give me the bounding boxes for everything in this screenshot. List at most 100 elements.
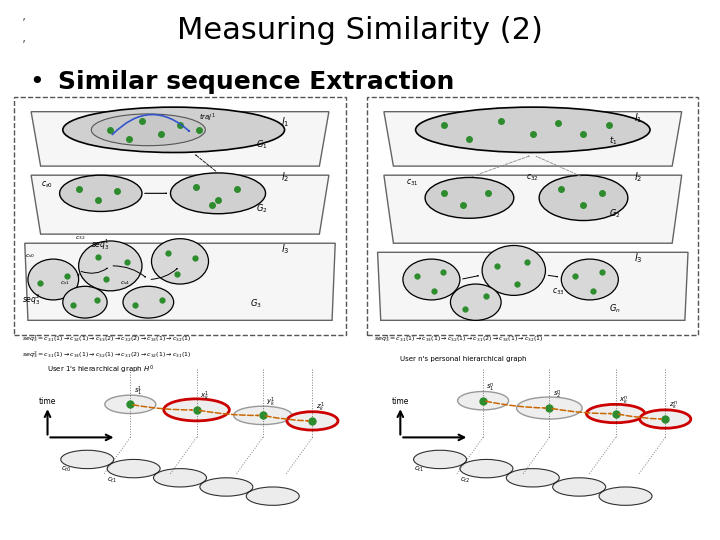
Text: $seq_3^1 = c_{31}(1) \to c_{32}(1) \to c_{33}(2) \to c_{32}(2) \to c_{33}(1) \to: $seq_3^1 = c_{31}(1) \to c_{32}(1) \to c… bbox=[22, 334, 192, 345]
Ellipse shape bbox=[506, 469, 559, 487]
Text: time: time bbox=[392, 397, 409, 407]
Text: Similar sequence Extraction: Similar sequence Extraction bbox=[58, 70, 454, 94]
Text: Measuring Similarity (2): Measuring Similarity (2) bbox=[177, 16, 543, 45]
FancyArrowPatch shape bbox=[151, 268, 177, 279]
Text: $c_{s4}$: $c_{s4}$ bbox=[120, 279, 130, 287]
Ellipse shape bbox=[123, 286, 174, 318]
Ellipse shape bbox=[163, 399, 230, 421]
Text: $l_1$: $l_1$ bbox=[634, 111, 642, 125]
Ellipse shape bbox=[451, 284, 501, 320]
Text: $t_1$: $t_1$ bbox=[609, 134, 617, 147]
Text: $c_{t0}$: $c_{t0}$ bbox=[60, 464, 71, 474]
Ellipse shape bbox=[458, 392, 508, 410]
FancyArrowPatch shape bbox=[199, 410, 258, 416]
Text: $z_k^n$: $z_k^n$ bbox=[669, 400, 678, 412]
FancyArrowPatch shape bbox=[113, 266, 145, 277]
Text: ’: ’ bbox=[22, 38, 26, 51]
Text: $G_n$: $G_n$ bbox=[609, 302, 621, 315]
Text: $c_{t1}$: $c_{t1}$ bbox=[107, 475, 117, 485]
Text: $s_1^1$: $s_1^1$ bbox=[134, 384, 143, 398]
Ellipse shape bbox=[562, 259, 618, 300]
FancyArrowPatch shape bbox=[266, 416, 308, 421]
Text: $c_{31}$: $c_{31}$ bbox=[406, 177, 418, 188]
Polygon shape bbox=[24, 243, 336, 320]
Ellipse shape bbox=[553, 478, 606, 496]
FancyArrowPatch shape bbox=[196, 155, 216, 171]
Text: $c_{s1}$: $c_{s1}$ bbox=[60, 279, 70, 287]
Text: ’: ’ bbox=[22, 16, 26, 29]
FancyArrowPatch shape bbox=[112, 114, 189, 134]
Ellipse shape bbox=[415, 107, 650, 152]
Ellipse shape bbox=[60, 175, 142, 212]
Text: $l_2$: $l_2$ bbox=[282, 170, 289, 184]
Text: $y_k^1$: $y_k^1$ bbox=[266, 396, 276, 409]
Text: $l_3$: $l_3$ bbox=[282, 242, 290, 256]
Text: $x_k^n$: $x_k^n$ bbox=[619, 395, 629, 407]
Text: $s_2^n$: $s_2^n$ bbox=[553, 389, 562, 401]
FancyArrowPatch shape bbox=[81, 268, 107, 273]
Text: $seq_3^2$: $seq_3^2$ bbox=[22, 292, 40, 307]
Ellipse shape bbox=[153, 469, 207, 487]
Text: $s_1^n$: $s_1^n$ bbox=[487, 382, 495, 394]
Text: $G_3$: $G_3$ bbox=[250, 298, 261, 310]
Ellipse shape bbox=[63, 107, 284, 152]
Text: •: • bbox=[29, 70, 43, 94]
FancyArrowPatch shape bbox=[536, 156, 581, 177]
Text: $l_1$: $l_1$ bbox=[282, 115, 289, 129]
Ellipse shape bbox=[151, 239, 209, 284]
FancyArrowPatch shape bbox=[548, 275, 557, 277]
Polygon shape bbox=[31, 175, 329, 234]
Ellipse shape bbox=[403, 259, 460, 300]
Ellipse shape bbox=[640, 410, 690, 428]
Text: $z_k^1$: $z_k^1$ bbox=[316, 401, 325, 414]
Ellipse shape bbox=[28, 259, 78, 300]
Ellipse shape bbox=[482, 246, 546, 295]
Polygon shape bbox=[384, 112, 682, 166]
Text: $c_{33}$: $c_{33}$ bbox=[552, 286, 564, 296]
Text: $seq_3^2 = c_{31}(1) \to c_{33}(1) \to c_{32}(1) \to c_{31}(2) \to c_{32}(1) \to: $seq_3^2 = c_{31}(1) \to c_{33}(1) \to c… bbox=[22, 349, 192, 360]
Text: $l_2$: $l_2$ bbox=[634, 170, 642, 184]
Ellipse shape bbox=[287, 411, 338, 430]
Ellipse shape bbox=[105, 395, 156, 414]
Text: $l_3$: $l_3$ bbox=[634, 251, 643, 265]
FancyBboxPatch shape bbox=[367, 97, 698, 335]
Text: $c_{t2}$: $c_{t2}$ bbox=[460, 475, 470, 485]
FancyArrowPatch shape bbox=[618, 414, 661, 419]
Ellipse shape bbox=[539, 175, 628, 220]
Text: time: time bbox=[39, 397, 56, 407]
Text: $x_k^1$: $x_k^1$ bbox=[200, 390, 210, 403]
Ellipse shape bbox=[234, 406, 292, 424]
FancyBboxPatch shape bbox=[14, 97, 346, 335]
FancyArrowPatch shape bbox=[463, 275, 478, 279]
Text: $seq_3^1 = c_{31}(1) \to c_{33}(1) \to c_{32}(1) \to c_{31}(2) \to c_{33}(1) \to: $seq_3^1 = c_{31}(1) \to c_{33}(1) \to c… bbox=[374, 334, 544, 345]
Polygon shape bbox=[31, 112, 329, 166]
Ellipse shape bbox=[425, 178, 514, 218]
Text: $G_2$: $G_2$ bbox=[256, 202, 268, 215]
Ellipse shape bbox=[516, 397, 582, 419]
Text: $G_2$: $G_2$ bbox=[609, 207, 621, 219]
Text: $c_{32}$: $c_{32}$ bbox=[526, 173, 539, 183]
FancyArrowPatch shape bbox=[486, 401, 545, 408]
FancyArrowPatch shape bbox=[552, 409, 611, 414]
FancyArrowPatch shape bbox=[472, 156, 529, 177]
Polygon shape bbox=[377, 252, 688, 320]
Ellipse shape bbox=[413, 450, 467, 469]
Text: $c_{s0}$: $c_{s0}$ bbox=[40, 179, 53, 190]
Ellipse shape bbox=[63, 286, 107, 318]
FancyArrowPatch shape bbox=[145, 193, 166, 194]
Ellipse shape bbox=[200, 478, 253, 496]
Text: User n's personal hierarchical graph: User n's personal hierarchical graph bbox=[400, 356, 526, 362]
Ellipse shape bbox=[60, 450, 114, 469]
Ellipse shape bbox=[91, 114, 205, 146]
Ellipse shape bbox=[460, 460, 513, 478]
Ellipse shape bbox=[599, 487, 652, 505]
Text: User 1's hierarchical graph $H^0$: User 1's hierarchical graph $H^0$ bbox=[47, 364, 154, 376]
Text: $c_{32}$: $c_{32}$ bbox=[76, 234, 86, 241]
Text: $G_1$: $G_1$ bbox=[256, 139, 268, 151]
Text: $seq_3^1$: $seq_3^1$ bbox=[91, 238, 110, 252]
Text: $c_{s0}$: $c_{s0}$ bbox=[24, 252, 35, 260]
Ellipse shape bbox=[78, 241, 142, 291]
Polygon shape bbox=[384, 175, 682, 243]
Ellipse shape bbox=[171, 173, 266, 214]
Ellipse shape bbox=[246, 487, 300, 505]
